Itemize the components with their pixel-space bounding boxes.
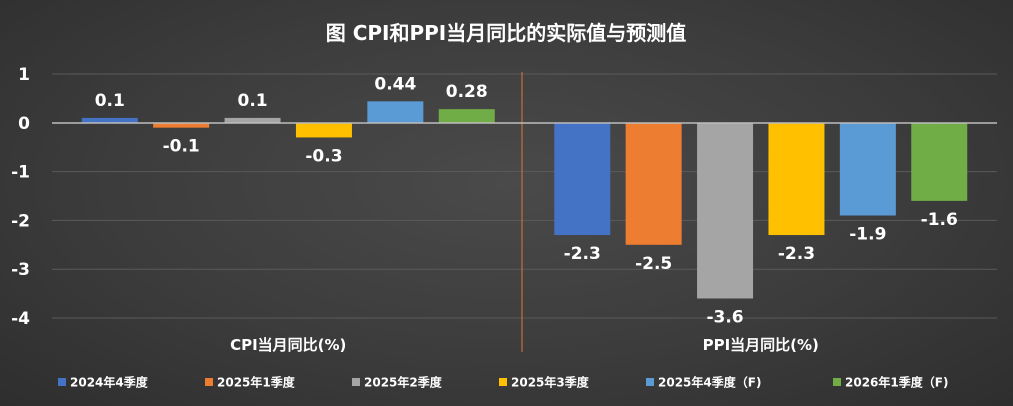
y-tick-label: -1 bbox=[11, 163, 30, 183]
legend-swatch bbox=[833, 378, 841, 386]
bar bbox=[367, 101, 424, 123]
x-category-label: PPI当月同比(%) bbox=[703, 336, 819, 354]
legend-swatch bbox=[499, 378, 507, 386]
bar bbox=[81, 117, 138, 123]
data-label: -1.6 bbox=[921, 210, 958, 230]
legend-label: 2025年2季度 bbox=[364, 375, 443, 390]
data-label: -0.3 bbox=[305, 146, 342, 166]
y-tick-label: -3 bbox=[11, 260, 30, 280]
legend-label: 2025年1季度 bbox=[217, 375, 296, 390]
bar bbox=[839, 122, 896, 216]
legend: 2024年4季度 2025年1季度 2025年2季度 2025年3季度 2025年4季度… bbox=[58, 375, 948, 390]
legend-swatch bbox=[205, 378, 213, 386]
x-category-label: CPI当月同比(%) bbox=[230, 336, 346, 354]
legend-swatch bbox=[352, 378, 360, 386]
chart-title: 图 CPI和PPI当月同比的实际值与预测值 bbox=[326, 21, 687, 45]
grid-layer bbox=[52, 73, 997, 319]
bar bbox=[438, 109, 495, 123]
legend-swatch bbox=[646, 378, 654, 386]
data-label: -1.9 bbox=[849, 225, 886, 245]
bar bbox=[625, 122, 682, 245]
data-label: 0.44 bbox=[374, 74, 416, 94]
bar bbox=[295, 122, 352, 138]
data-labels-layer: 0.1 -0.1 0.1 -0.3 0.44 0.28 -2.3 -2.5 -3.6 -2.3 -1… bbox=[95, 74, 958, 327]
bars-layer bbox=[81, 101, 968, 299]
y-axis: 1 0 -1 -2 -3 -4 bbox=[11, 65, 30, 329]
data-label: 0.1 bbox=[237, 91, 267, 111]
data-label: -2.3 bbox=[778, 244, 815, 264]
bar bbox=[697, 122, 754, 299]
data-label: -3.6 bbox=[706, 307, 743, 327]
bar bbox=[911, 122, 968, 201]
legend-label: 2026年1季度（F) bbox=[845, 375, 948, 390]
bar bbox=[554, 122, 611, 236]
data-label: -2.3 bbox=[564, 244, 601, 264]
bar bbox=[768, 122, 825, 236]
legend-label: 2024年4季度 bbox=[70, 375, 149, 390]
legend-label: 2025年3季度 bbox=[511, 375, 590, 390]
legend-label: 2025年4季度（F) bbox=[658, 375, 761, 390]
y-tick-label: 0 bbox=[18, 114, 30, 134]
data-label: -2.5 bbox=[635, 254, 672, 274]
bar bbox=[224, 117, 281, 123]
y-tick-label: -2 bbox=[11, 211, 30, 231]
y-tick-label: -4 bbox=[11, 309, 30, 329]
x-axis-categories: CPI当月同比(%) PPI当月同比(%) bbox=[230, 336, 819, 354]
data-label: 0.28 bbox=[446, 82, 488, 102]
legend-swatch bbox=[58, 378, 66, 386]
y-tick-label: 1 bbox=[18, 65, 30, 85]
data-label: -0.1 bbox=[163, 137, 200, 157]
bar bbox=[153, 122, 210, 128]
data-label: 0.1 bbox=[95, 91, 125, 111]
